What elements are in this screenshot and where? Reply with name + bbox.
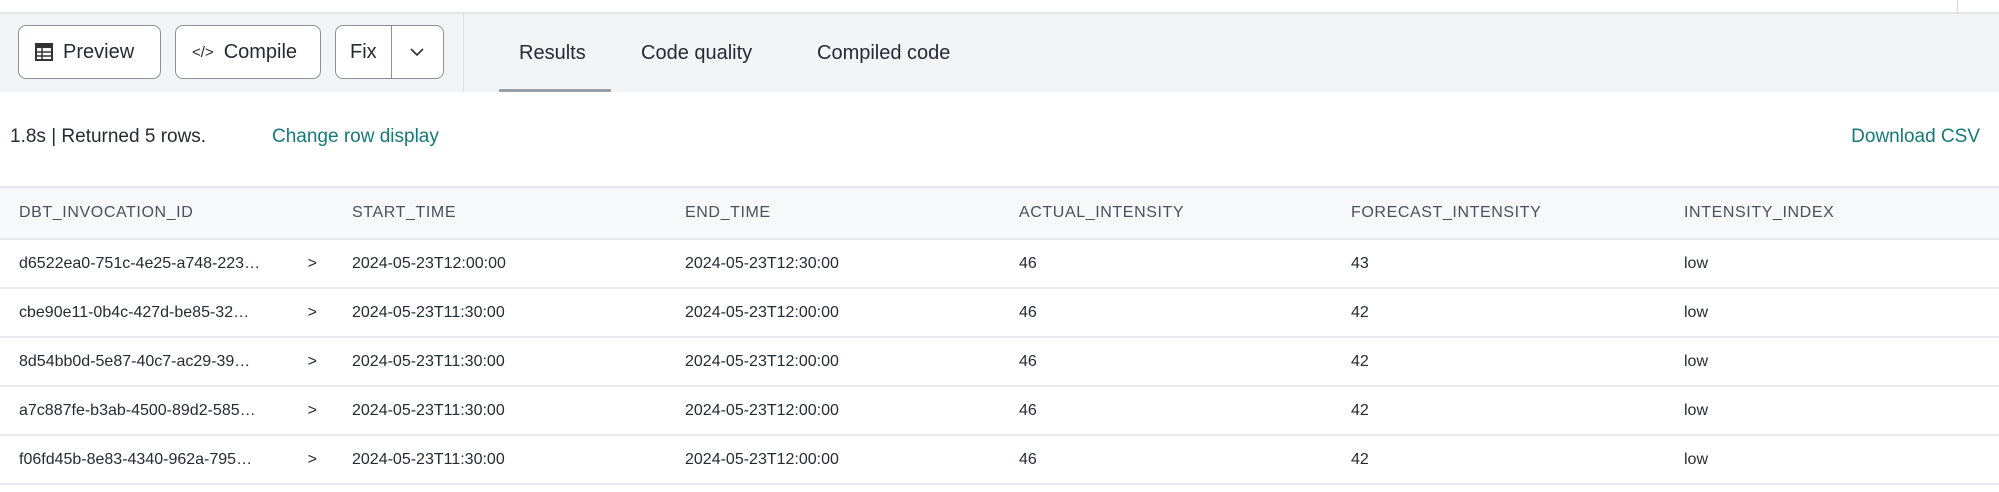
table-cell: 2024-05-23T12:00:00 [666,386,1000,436]
invocation-id: cbe90e11-0b4c-427d-be85-32… [19,303,250,321]
invocation-id-cell[interactable]: cbe90e11-0b4c-427d-be85-32… > [19,304,332,322]
table-cell: 2024-05-23T11:30:00 [333,337,666,387]
table-header-row: DBT_INVOCATION_ID START_TIME END_TIME AC… [0,186,1999,240]
column-header[interactable]: DBT_INVOCATION_ID [0,186,333,240]
table-cell: cbe90e11-0b4c-427d-be85-32… > [0,288,333,338]
column-header[interactable]: START_TIME [333,186,666,240]
table-cell: 46 [1000,386,1332,436]
chevron-right-icon[interactable]: > [307,303,317,321]
table-cell: low [1665,435,1999,485]
table-cell: 42 [1332,337,1665,387]
chevron-right-icon[interactable]: > [307,401,317,419]
preview-button[interactable]: Preview [18,25,161,79]
table-row: f06fd45b-8e83-4340-962a-795… >2024-05-23T… [0,435,1999,485]
download-csv-link[interactable]: Download CSV [1851,126,1980,147]
table-cell: 2024-05-23T12:30:00 [666,239,1000,289]
table-cell: a7c887fe-b3ab-4500-89d2-585… > [0,386,333,436]
table-cell: 46 [1000,288,1332,338]
tab-compiled-code[interactable]: Compiled code [817,41,951,64]
invocation-id-cell[interactable]: 8d54bb0d-5e87-40c7-ac29-39… > [19,353,332,371]
table-icon [35,43,53,61]
top-divider [0,12,1999,14]
table-row: 8d54bb0d-5e87-40c7-ac29-39… >2024-05-23T1… [0,337,1999,387]
table-cell: 46 [1000,337,1332,387]
result-summary: 1.8s | Returned 5 rows. [10,126,207,147]
invocation-id: d6522ea0-751c-4e25-a748-223… [19,254,261,272]
column-header[interactable]: ACTUAL_INTENSITY [1000,186,1332,240]
table-cell: low [1665,288,1999,338]
table-cell: 46 [1000,435,1332,485]
table-cell: d6522ea0-751c-4e25-a748-223… > [0,239,333,289]
fix-split-button: Fix [335,25,444,79]
table-row: a7c887fe-b3ab-4500-89d2-585… >2024-05-23T… [0,386,1999,436]
fix-button[interactable]: Fix [336,26,392,78]
table-cell: low [1665,386,1999,436]
invocation-id-cell[interactable]: d6522ea0-751c-4e25-a748-223… > [19,255,332,273]
invocation-id: a7c887fe-b3ab-4500-89d2-585… [19,401,256,419]
table-row: d6522ea0-751c-4e25-a748-223… >2024-05-23T… [0,239,1999,289]
compile-label: Compile [223,40,298,63]
column-header[interactable]: INTENSITY_INDEX [1665,186,1999,240]
table-cell: 2024-05-23T11:30:00 [333,288,666,338]
code-icon: </> [192,43,214,61]
table-cell: 42 [1332,386,1665,436]
table-cell: 42 [1332,435,1665,485]
change-row-display-link[interactable]: Change row display [272,126,439,147]
invocation-id: f06fd45b-8e83-4340-962a-795… [19,450,253,468]
top-divider-vertical [1957,0,1958,12]
toolbar: Preview </> Compile Fix Results Code qua… [0,14,1999,92]
tab-code-quality[interactable]: Code quality [641,41,753,64]
tab-results[interactable]: Results [499,14,611,92]
table-cell: 2024-05-23T11:30:00 [333,435,666,485]
toolbar-divider [463,14,464,92]
table-cell: 2024-05-23T12:00:00 [333,239,666,289]
compile-button[interactable]: </> Compile [175,25,321,79]
table-row: cbe90e11-0b4c-427d-be85-32… >2024-05-23T1… [0,288,1999,338]
column-header[interactable]: END_TIME [666,186,1000,240]
table-cell: 8d54bb0d-5e87-40c7-ac29-39… > [0,337,333,387]
chevron-right-icon[interactable]: > [307,352,317,370]
invocation-id: 8d54bb0d-5e87-40c7-ac29-39… [19,352,251,370]
table-cell: low [1665,337,1999,387]
chevron-right-icon[interactable]: > [307,254,317,272]
chevron-right-icon[interactable]: > [307,450,317,468]
table-cell: 2024-05-23T12:00:00 [666,288,1000,338]
preview-label: Preview [63,40,135,63]
invocation-id-cell[interactable]: f06fd45b-8e83-4340-962a-795… > [19,451,332,469]
table-cell: 43 [1332,239,1665,289]
table-cell: 2024-05-23T12:00:00 [666,435,1000,485]
table-cell: 2024-05-23T11:30:00 [333,386,666,436]
table-cell: 42 [1332,288,1665,338]
results-table: DBT_INVOCATION_ID START_TIME END_TIME AC… [0,186,1999,485]
table-cell: f06fd45b-8e83-4340-962a-795… > [0,435,333,485]
column-header[interactable]: FORECAST_INTENSITY [1332,186,1665,240]
table-cell: 2024-05-23T12:00:00 [666,337,1000,387]
chevron-down-icon[interactable] [392,47,442,57]
table-cell: 46 [1000,239,1332,289]
table-cell: low [1665,239,1999,289]
invocation-id-cell[interactable]: a7c887fe-b3ab-4500-89d2-585… > [19,402,332,420]
